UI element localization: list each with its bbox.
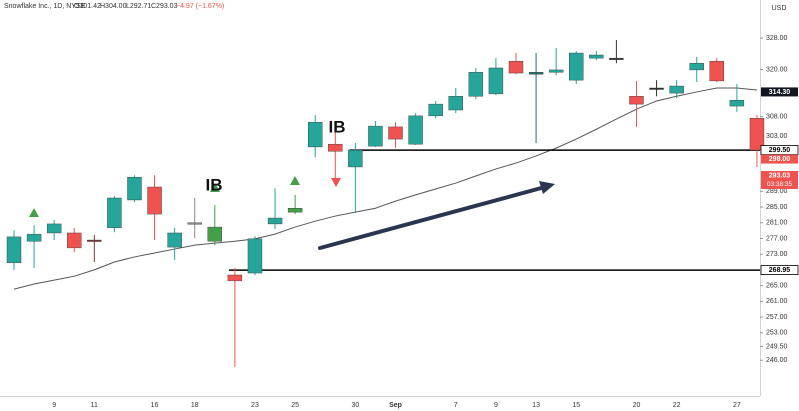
candle-body	[488, 67, 504, 95]
change-value: −4.97 (−1.67%)	[176, 3, 224, 10]
candle-body	[167, 232, 182, 248]
candle-body	[87, 239, 102, 242]
y-tick-label: 257.00	[766, 314, 788, 321]
candle-body	[308, 121, 323, 148]
candle-body	[227, 274, 243, 282]
candle-body	[287, 208, 303, 213]
candle-body	[649, 87, 664, 90]
x-tick-label: 27	[733, 402, 741, 409]
candle-body	[448, 96, 463, 111]
y-tick-label: 265.00	[766, 282, 788, 289]
buy-signal	[29, 208, 39, 217]
candle-body	[408, 115, 423, 145]
buy-signal	[210, 183, 220, 192]
x-tick-label: 9	[494, 402, 498, 409]
candle-body	[468, 72, 484, 97]
candle-body	[67, 232, 82, 249]
candle-body	[729, 99, 745, 107]
price-tag	[761, 87, 798, 97]
candle-body	[348, 149, 363, 168]
y-tick-label: 281.00	[766, 220, 788, 227]
price-tag-label: 314.30	[769, 89, 791, 96]
candle-body	[709, 61, 724, 82]
candle-body	[589, 54, 604, 59]
candle-body	[669, 85, 684, 94]
symbol: Snowflake Inc., 1D, NYSE	[4, 3, 86, 10]
y-tick-label: 261.00	[766, 298, 788, 305]
candle-body	[388, 126, 403, 140]
y-tick-label: 253.00	[766, 330, 788, 337]
x-tick-label: 18	[191, 402, 199, 409]
low-value: L292.71	[126, 3, 151, 10]
candle-body	[127, 176, 142, 201]
buy-signal	[290, 176, 300, 185]
y-tick-label: 246.00	[766, 357, 788, 364]
y-tick-label: 320.00	[766, 66, 788, 73]
y-tick-label: 277.00	[766, 235, 788, 242]
candle-body	[749, 118, 765, 151]
price-tag	[761, 154, 798, 164]
candle-body	[508, 61, 524, 74]
price-tag	[760, 265, 799, 275]
moving-average	[13, 87, 758, 290]
price-tag-label: 299.50	[769, 147, 791, 154]
candle-body	[368, 125, 383, 147]
y-tick-label: 308.00	[766, 114, 788, 121]
candle-body	[267, 217, 283, 225]
candle-body	[247, 238, 263, 274]
candle-body	[46, 223, 62, 234]
candle-body	[187, 222, 202, 225]
high-value: H304.00	[100, 3, 127, 10]
y-tick-label: 249.50	[766, 343, 788, 350]
candle-body	[569, 52, 584, 81]
candle-body	[428, 103, 443, 117]
candle-body	[328, 143, 343, 152]
x-tick-label: 9	[52, 402, 56, 409]
header: Snowflake Inc., 1D, NYSE O301.42 H304.00…	[4, 3, 224, 10]
close-value: C293.03	[151, 3, 178, 10]
annotation: IB	[206, 175, 223, 194]
annotation: IB	[329, 117, 346, 136]
x-tick-label: 23	[251, 402, 259, 409]
candle-body	[107, 197, 122, 229]
price-tag-countdown: 03:38:35	[767, 181, 793, 188]
x-tick-label: 16	[151, 402, 159, 409]
y-tick-label: 285.00	[766, 204, 788, 211]
y-tick-label: 289.00	[766, 188, 788, 195]
candle-body	[548, 69, 564, 73]
x-tick-label: Sep	[389, 402, 402, 409]
open-value: O301.42	[74, 3, 101, 10]
candle-body	[629, 96, 644, 105]
candle-body	[689, 63, 704, 71]
y-tick-label: 273.00	[766, 251, 788, 258]
candle-body	[207, 226, 223, 242]
y-tick-label: 328.00	[766, 35, 788, 42]
trend-arrow	[318, 185, 547, 250]
x-tick-label: 15	[572, 402, 580, 409]
x-tick-label: 20	[633, 402, 641, 409]
candle-body	[147, 186, 162, 215]
candle-body	[6, 236, 22, 264]
x-tick-label: 11	[91, 402, 98, 409]
x-tick-label: 7	[454, 402, 458, 409]
y-tick-label: 303.00	[766, 133, 788, 140]
sell-signal	[331, 178, 341, 187]
price-tag-label: 268.95	[769, 267, 791, 274]
x-tick-label: 22	[673, 402, 681, 409]
x-tick-label: 30	[351, 402, 359, 409]
candle-body	[609, 57, 624, 60]
price-tag-label: 298.00	[769, 156, 791, 163]
price-tag-label: 293.03	[769, 173, 791, 180]
trend-arrowhead	[539, 181, 555, 194]
candle-body	[528, 72, 544, 75]
currency-label: USD	[772, 5, 787, 12]
price-tag	[761, 170, 798, 189]
candle-body	[26, 233, 42, 242]
x-tick-label: 13	[532, 402, 540, 409]
x-tick-label: 25	[291, 402, 299, 409]
